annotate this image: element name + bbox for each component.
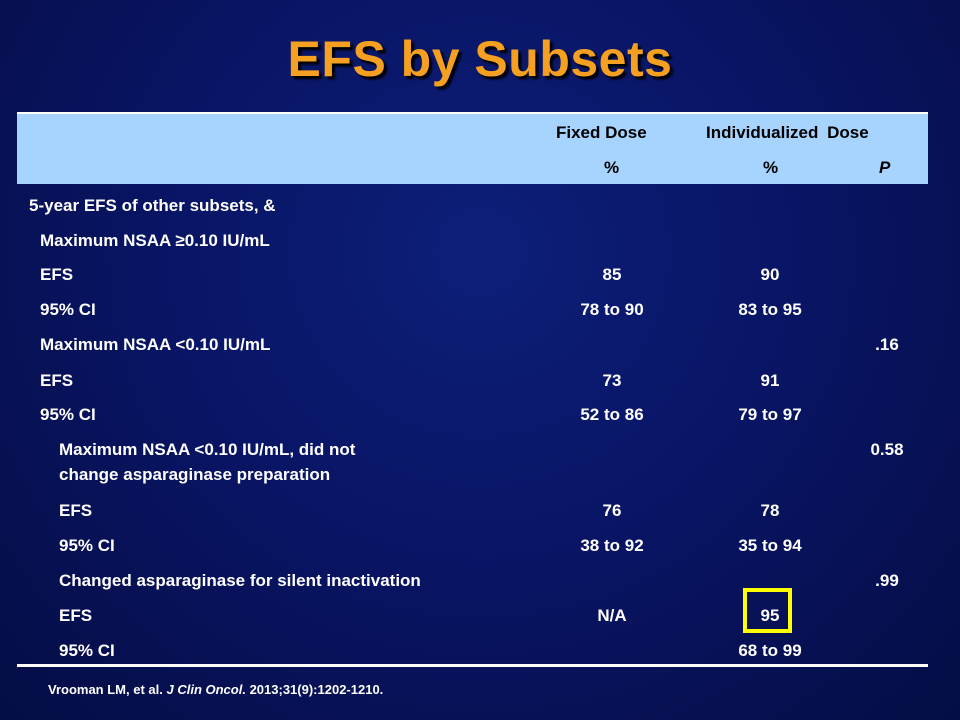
row-label: Changed asparaginase for silent inactiva… bbox=[59, 571, 421, 590]
header-individualized-dose: Individualized Dose bbox=[706, 123, 869, 142]
row-label: 95% CI bbox=[59, 536, 115, 555]
individualized-dose-value: 35 to 94 bbox=[738, 536, 802, 555]
fixed-dose-value: N/A bbox=[597, 606, 627, 625]
p-value: 0.58 bbox=[870, 440, 904, 459]
table-bottom-rule bbox=[17, 664, 928, 667]
individualized-dose-value: 78 bbox=[760, 501, 780, 520]
individualized-dose-value: 68 to 99 bbox=[738, 641, 802, 660]
citation-authors: Vrooman LM, et al. bbox=[48, 682, 163, 697]
individualized-dose-value: 91 bbox=[760, 371, 780, 390]
table-header: Fixed Dose Individualized Dose % % P bbox=[17, 112, 928, 184]
row-label: Maximum NSAA ≥0.10 IU/mL bbox=[40, 231, 270, 250]
row-label: Maximum NSAA <0.10 IU/mL bbox=[40, 335, 271, 354]
fixed-dose-value: 52 to 86 bbox=[580, 405, 644, 424]
individualized-dose-value: 95 bbox=[760, 606, 780, 625]
citation-journal: J Clin Oncol. bbox=[166, 682, 246, 697]
row-label: EFS bbox=[59, 606, 93, 625]
table-body: 5-year EFS of other subsets, & Maximum N… bbox=[17, 184, 928, 664]
fixed-dose-value: 78 to 90 bbox=[580, 300, 644, 319]
individualized-dose-value: 83 to 95 bbox=[738, 300, 802, 319]
p-value: .99 bbox=[875, 571, 899, 590]
highlight-box bbox=[743, 588, 792, 633]
row-label: EFS bbox=[59, 501, 93, 520]
header-fixed-unit: % bbox=[604, 158, 620, 177]
row-label: EFS bbox=[40, 265, 74, 284]
header-individualized-unit: % bbox=[763, 158, 779, 177]
row-label-line1: Maximum NSAA <0.10 IU/mL, did not bbox=[59, 440, 356, 459]
citation-reference: 2013;31(9):1202-1210. bbox=[249, 682, 384, 697]
row-label: EFS bbox=[40, 371, 74, 390]
header-p-value: P bbox=[879, 158, 891, 177]
row-label: 95% CI bbox=[40, 405, 96, 424]
row-label: 95% CI bbox=[59, 641, 115, 660]
header-fixed-dose: Fixed Dose bbox=[556, 123, 647, 142]
individualized-dose-value: 79 to 97 bbox=[738, 405, 802, 424]
row-label: 5-year EFS of other subsets, & bbox=[29, 196, 276, 215]
fixed-dose-value: 38 to 92 bbox=[580, 536, 644, 555]
slide-title: EFS by Subsets bbox=[287, 31, 673, 87]
citation-footnote: Vrooman LM, et al. J Clin Oncol. 2013;31… bbox=[48, 682, 383, 697]
fixed-dose-value: 73 bbox=[602, 371, 622, 390]
fixed-dose-value: 85 bbox=[602, 265, 622, 284]
fixed-dose-value: 76 bbox=[602, 501, 622, 520]
row-label-line2: change asparaginase preparation bbox=[59, 465, 331, 484]
row-label: 95% CI bbox=[40, 300, 96, 319]
individualized-dose-value: 90 bbox=[760, 265, 780, 284]
efs-table: Fixed Dose Individualized Dose % % P 5-y… bbox=[17, 112, 928, 664]
p-value: .16 bbox=[875, 335, 899, 354]
